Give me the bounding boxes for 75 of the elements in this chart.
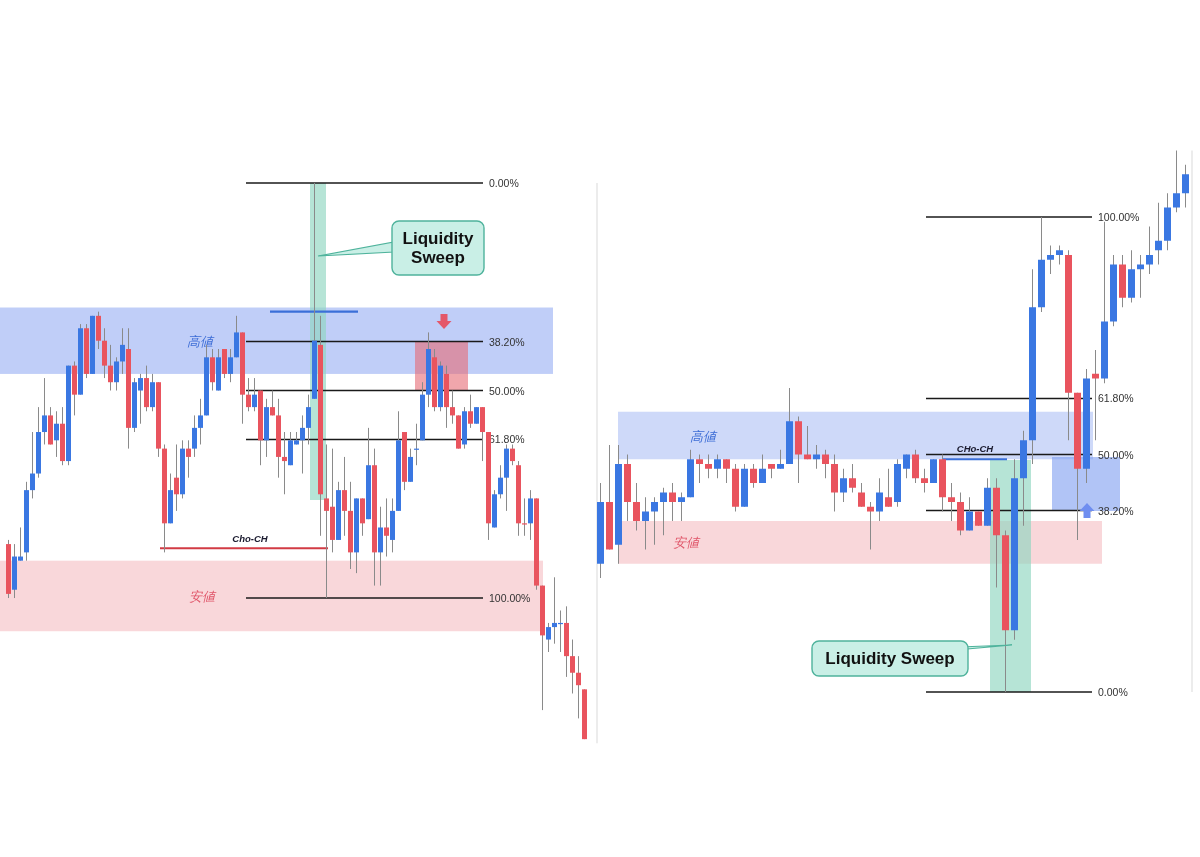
candlestick	[912, 449, 919, 484]
candlestick	[759, 454, 766, 484]
candlestick	[522, 497, 527, 537]
candlestick	[948, 482, 955, 522]
candlestick	[849, 463, 856, 493]
band-label: 安値	[189, 588, 217, 604]
candlestick	[30, 431, 35, 499]
candlestick	[921, 468, 928, 493]
y-tick-label: 50.00%	[1098, 448, 1134, 461]
candlestick	[822, 449, 829, 479]
candlestick	[1047, 245, 1054, 275]
candlestick	[651, 496, 658, 546]
candlestick	[546, 622, 551, 653]
candlestick	[510, 443, 515, 466]
candlestick	[642, 496, 649, 550]
annotation: Liquidity Sweep	[402, 229, 474, 268]
candlestick	[1146, 226, 1153, 275]
y-tick-label: 50.00%	[489, 384, 525, 397]
candlestick	[498, 464, 503, 499]
candlestick	[54, 410, 59, 458]
ref-line-label: CHo-CH	[956, 443, 995, 455]
candlestick	[867, 501, 874, 550]
y-tick-label: 61.80%	[1098, 392, 1134, 405]
ref-line-label: Cho-CH	[232, 533, 269, 545]
candlestick	[966, 496, 973, 531]
candlestick	[696, 454, 703, 484]
candlestick	[252, 377, 257, 412]
candlestick	[228, 348, 233, 383]
candlestick	[669, 482, 676, 522]
candlestick	[174, 443, 179, 512]
candlestick	[270, 390, 275, 416]
y-tick-label: 38.20%	[1098, 504, 1134, 517]
candlestick	[198, 398, 203, 445]
candlestick	[342, 456, 347, 537]
candlestick	[42, 377, 47, 445]
candlestick	[678, 492, 685, 522]
candlestick	[114, 356, 119, 392]
y-tick-label: 0.00%	[1098, 686, 1128, 698]
y-tick-label: 38.20%	[489, 335, 525, 348]
candlestick	[750, 463, 757, 489]
candlestick	[576, 655, 581, 719]
candlestick	[246, 377, 251, 412]
band-label: 高値	[690, 428, 718, 444]
candlestick	[714, 454, 721, 479]
candlestick	[108, 344, 113, 392]
candlestick	[1155, 202, 1162, 265]
y-tick-label: 100.00%	[1098, 211, 1140, 223]
candlestick	[186, 439, 191, 479]
candlestick	[1182, 164, 1189, 208]
candlestick	[570, 639, 575, 694]
candlestick	[660, 487, 667, 536]
candlestick	[1173, 150, 1180, 213]
candlestick	[192, 414, 197, 458]
candlestick	[384, 497, 389, 558]
candlestick	[1092, 349, 1099, 441]
band-label: 高値	[187, 333, 215, 349]
candlestick	[120, 327, 125, 375]
candlestick	[723, 458, 730, 484]
candlestick	[840, 468, 847, 503]
y-tick-label: 100.00%	[489, 592, 531, 605]
candlestick	[306, 394, 311, 445]
candlestick	[468, 394, 473, 429]
candlestick	[885, 468, 892, 508]
candlestick	[705, 454, 712, 479]
candlestick	[300, 414, 305, 475]
candlestick	[633, 482, 640, 531]
annotation: Liquidity Sweep	[825, 649, 955, 669]
candlestick	[450, 390, 455, 425]
candlestick	[876, 477, 883, 522]
candlestick	[282, 431, 287, 495]
candlestick	[1056, 245, 1063, 265]
y-tick-label: 0.00%	[489, 177, 519, 189]
candlestick	[858, 482, 865, 508]
candlestick	[777, 449, 784, 470]
band-label: 安値	[673, 535, 701, 551]
